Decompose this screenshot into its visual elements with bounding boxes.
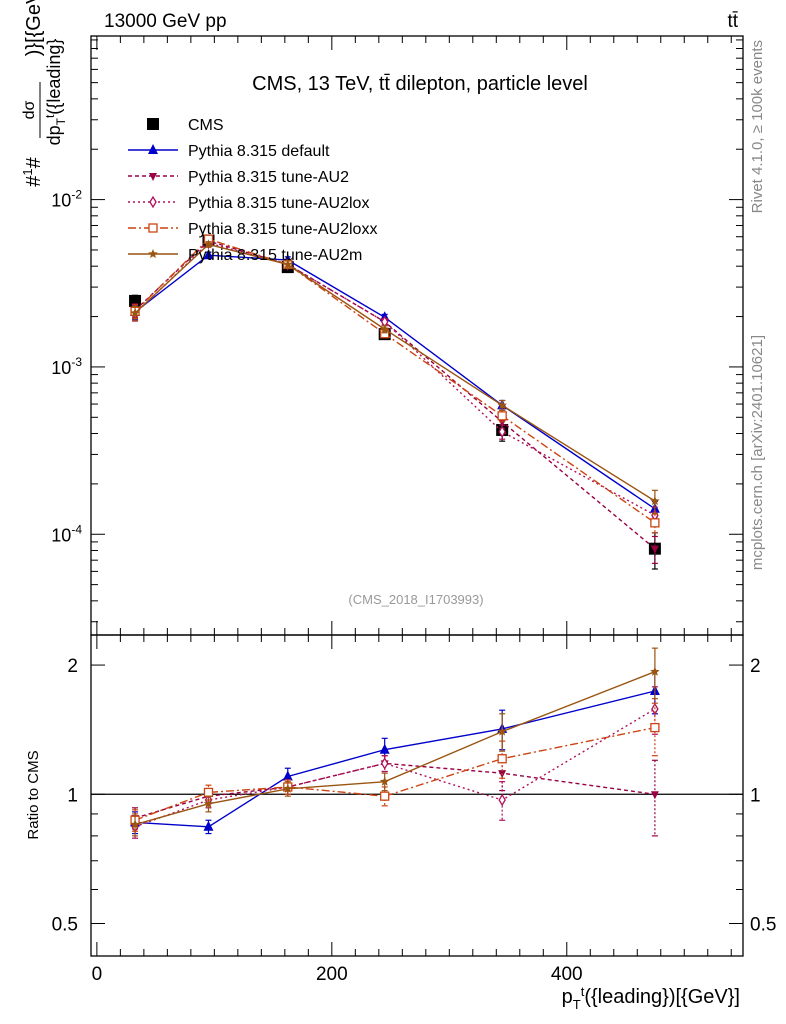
legend-label: Pythia 8.315 tune-AU2lox xyxy=(188,195,369,212)
analysis-watermark: (CMS_2018_I1703993) xyxy=(348,592,483,607)
series-line xyxy=(134,726,656,821)
legend-label: Pythia 8.315 tune-AU2m xyxy=(188,247,362,264)
data-marker xyxy=(380,757,389,770)
series-pythia-8-315-tune-au2m xyxy=(130,647,660,837)
legend-entry: Pythia 8.315 tune-AU2 xyxy=(128,169,349,186)
x-axis-label: pTt({leading})[{GeV}] xyxy=(562,984,740,1012)
series-cms xyxy=(129,234,661,570)
main-series-group xyxy=(129,234,661,570)
series-line xyxy=(134,708,656,828)
data-marker xyxy=(498,418,507,427)
legend-entry: Pythia 8.315 tune-AU2lox xyxy=(128,195,369,212)
data-marker xyxy=(650,518,660,528)
data-marker xyxy=(203,249,214,260)
ratio-y-tick-label-right: 1 xyxy=(750,785,761,806)
data-marker xyxy=(650,722,660,733)
series-pythia-8-315-default xyxy=(130,670,660,835)
data-marker xyxy=(650,496,660,506)
data-marker xyxy=(379,776,390,786)
legend: CMS Pythia 8.315 default Pythia 8.315 tune… xyxy=(128,117,377,264)
data-marker xyxy=(379,743,390,754)
series-pythia-8-315-tune-au2 xyxy=(131,237,659,564)
data-marker xyxy=(497,754,507,764)
data-marker xyxy=(203,787,214,798)
svg-text:)}[{GeV}-1]: )}[{GeV}-1] xyxy=(21,0,45,56)
data-marker xyxy=(130,819,140,829)
ratio-series-group xyxy=(130,647,660,839)
legend-entry: Pythia 8.315 default xyxy=(128,143,330,160)
data-marker xyxy=(497,400,507,410)
series-line xyxy=(134,671,656,826)
svg-text:dpTt({leading}: dpTt({leading} xyxy=(43,39,68,146)
data-marker xyxy=(498,793,506,807)
data-marker xyxy=(497,411,507,421)
legend-entry: Pythia 8.315 tune-AU2loxx xyxy=(128,221,377,238)
x-tick-label: 200 xyxy=(316,964,348,985)
svg-text:#1#: #1# xyxy=(20,156,45,186)
legend-label: Pythia 8.315 tune-AU2loxx xyxy=(188,221,377,238)
rivet-label: Rivet 4.1.0, ≥ 100k events xyxy=(749,40,766,213)
data-marker xyxy=(379,324,390,334)
data-marker xyxy=(498,425,506,438)
series-line xyxy=(134,240,656,550)
series-pythia-8-315-tune-au2lox xyxy=(131,236,659,525)
energy-label: 13000 GeV pp xyxy=(104,11,227,32)
plot-title: CMS, 13 TeV, tt̄ dilepton, particle leve… xyxy=(252,73,588,95)
main-axes: 10-4 10-3 10-2 xyxy=(51,36,743,956)
data-marker xyxy=(149,173,157,181)
legend-entry: Pythia 8.315 tune-AU2m xyxy=(128,247,362,264)
main-y-tick-label: 10-4 xyxy=(51,522,82,545)
data-marker xyxy=(203,239,214,249)
series-line xyxy=(134,762,655,819)
ratio-y-tick-label-left: 1 xyxy=(67,785,78,806)
ratio-y-tick-label-left: 2 xyxy=(67,656,78,677)
legend-label: Pythia 8.315 default xyxy=(188,143,330,160)
series-pythia-8-315-tune-au2loxx xyxy=(130,234,660,534)
ratio-plot-frame xyxy=(90,634,744,957)
data-marker xyxy=(282,770,293,781)
ratio-y-tick-label-right: 0.5 xyxy=(750,914,776,935)
data-marker xyxy=(147,118,159,130)
data-marker xyxy=(149,195,157,209)
x-tick-label: 0 xyxy=(92,964,103,985)
main-y-tick-label: 10-2 xyxy=(51,188,82,211)
legend-label: CMS xyxy=(188,117,224,134)
main-y-tick-label: 10-3 xyxy=(51,355,82,378)
legend-entry: CMS xyxy=(147,117,224,134)
mcplots-label: mcplots.cern.ch [arXiv:2401.10621] xyxy=(749,335,766,570)
process-label: tt̄ xyxy=(727,11,738,32)
series-line xyxy=(134,254,656,510)
main-y-axis-label: #1# dσ dpTt({leading} )}[{GeV}-1] xyxy=(20,0,68,187)
data-marker xyxy=(148,144,158,154)
data-marker xyxy=(148,249,158,258)
data-marker xyxy=(497,726,507,736)
svg-text:dσ: dσ xyxy=(21,100,38,119)
data-marker xyxy=(283,259,293,269)
data-marker xyxy=(148,223,158,233)
data-marker xyxy=(203,820,214,831)
ratio-y-tick-label-left: 0.5 xyxy=(52,914,78,935)
data-marker xyxy=(650,545,659,554)
series-pythia-8-315-default xyxy=(130,249,660,518)
series-line xyxy=(135,690,656,828)
x-tick-label: 400 xyxy=(551,964,583,985)
series-line xyxy=(134,242,656,516)
legend-label: Pythia 8.315 tune-AU2 xyxy=(188,169,349,186)
data-marker xyxy=(380,791,390,801)
ratio-y-tick-label-right: 2 xyxy=(750,656,761,677)
series-line xyxy=(134,243,656,502)
data-marker xyxy=(650,791,659,800)
ratio-y-axis-label: Ratio to CMS xyxy=(25,750,42,839)
data-marker xyxy=(130,308,140,318)
data-marker xyxy=(650,666,660,676)
data-marker xyxy=(203,798,214,808)
data-marker xyxy=(283,783,293,793)
series-pythia-8-315-tune-au2m xyxy=(130,239,660,515)
ratio-axes: 0.5 0.5 1 1 2 2 0 200 400 xyxy=(52,656,777,985)
series-line xyxy=(134,238,656,524)
